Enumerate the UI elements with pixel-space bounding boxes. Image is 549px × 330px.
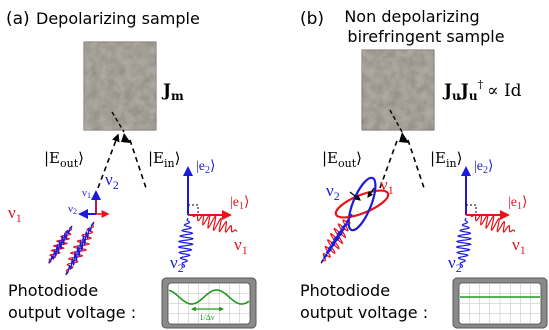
- outgoing-wavepackets-b: [320, 213, 353, 264]
- panel-a-title: Depolarizing sample: [36, 9, 200, 28]
- oscilloscope-b: [452, 277, 548, 329]
- outgoing-beam-line: [129, 139, 147, 189]
- birefringent-sample-block: [361, 49, 435, 131]
- incoming-wavepackets-b: [455, 213, 516, 268]
- depolarizing-sample-block: [83, 41, 157, 131]
- nu2-label-b: ν2: [326, 181, 340, 203]
- e-out-label-b: |Eout⟩: [322, 149, 362, 170]
- panel-b-title-2: birefringent sample: [347, 27, 504, 46]
- incoming-beam-line: [97, 133, 120, 189]
- e2-label: |e2⟩: [196, 159, 216, 176]
- polarization-ellipses: [334, 176, 390, 232]
- nu2-right-label: ν2: [170, 253, 184, 275]
- nu1-label-b: ν1: [380, 175, 394, 197]
- oscilloscope-a: 1/Δν: [161, 277, 257, 329]
- beat-signal-trace: [168, 289, 250, 305]
- e-out-label: |Eout⟩: [44, 149, 84, 170]
- output-voltage-label-b: output voltage :: [300, 303, 428, 322]
- period-label: 1/Δν: [200, 313, 215, 322]
- jm-label: Jm: [161, 81, 184, 103]
- e-in-label: |Ein⟩: [148, 149, 180, 170]
- nu2-right-label-b: ν2: [448, 253, 462, 275]
- photodiode-label-a: Photodiode: [8, 281, 98, 300]
- e2-label-b: |e2⟩: [474, 159, 494, 176]
- e-in-label-b: |Ein⟩: [430, 149, 462, 170]
- nu1-label: ν1: [8, 203, 22, 225]
- panel-b: (b) Non depolarizing birefringent sample…: [300, 7, 548, 329]
- e1-label: |e1⟩: [230, 195, 250, 212]
- outgoing-wavepackets: [48, 221, 95, 276]
- panel-a: (a) Depolarizing sample Jm |Eout⟩ |Ein⟩ …: [6, 9, 257, 329]
- nu1-right-label-b: ν1: [512, 235, 526, 257]
- ju-label: JuJu† ∝ Id: [442, 78, 522, 103]
- panel-a-letter: (a): [6, 9, 30, 29]
- output-voltage-label-a: output voltage :: [8, 303, 136, 322]
- panel-b-title-1: Non depolarizing: [344, 7, 479, 26]
- nu2-small-label: ν2: [68, 203, 77, 216]
- nu1-small-label: ν1: [82, 187, 91, 200]
- incoming-wavepackets: [177, 213, 238, 268]
- e1-label-b: |e1⟩: [508, 195, 528, 212]
- photodiode-label-b: Photodiode: [300, 281, 390, 300]
- nu2-label: ν2: [105, 170, 119, 192]
- beam-arrowhead: [121, 133, 131, 143]
- nu1-right-label: ν1: [234, 235, 248, 257]
- panel-b-letter: (b): [300, 9, 324, 29]
